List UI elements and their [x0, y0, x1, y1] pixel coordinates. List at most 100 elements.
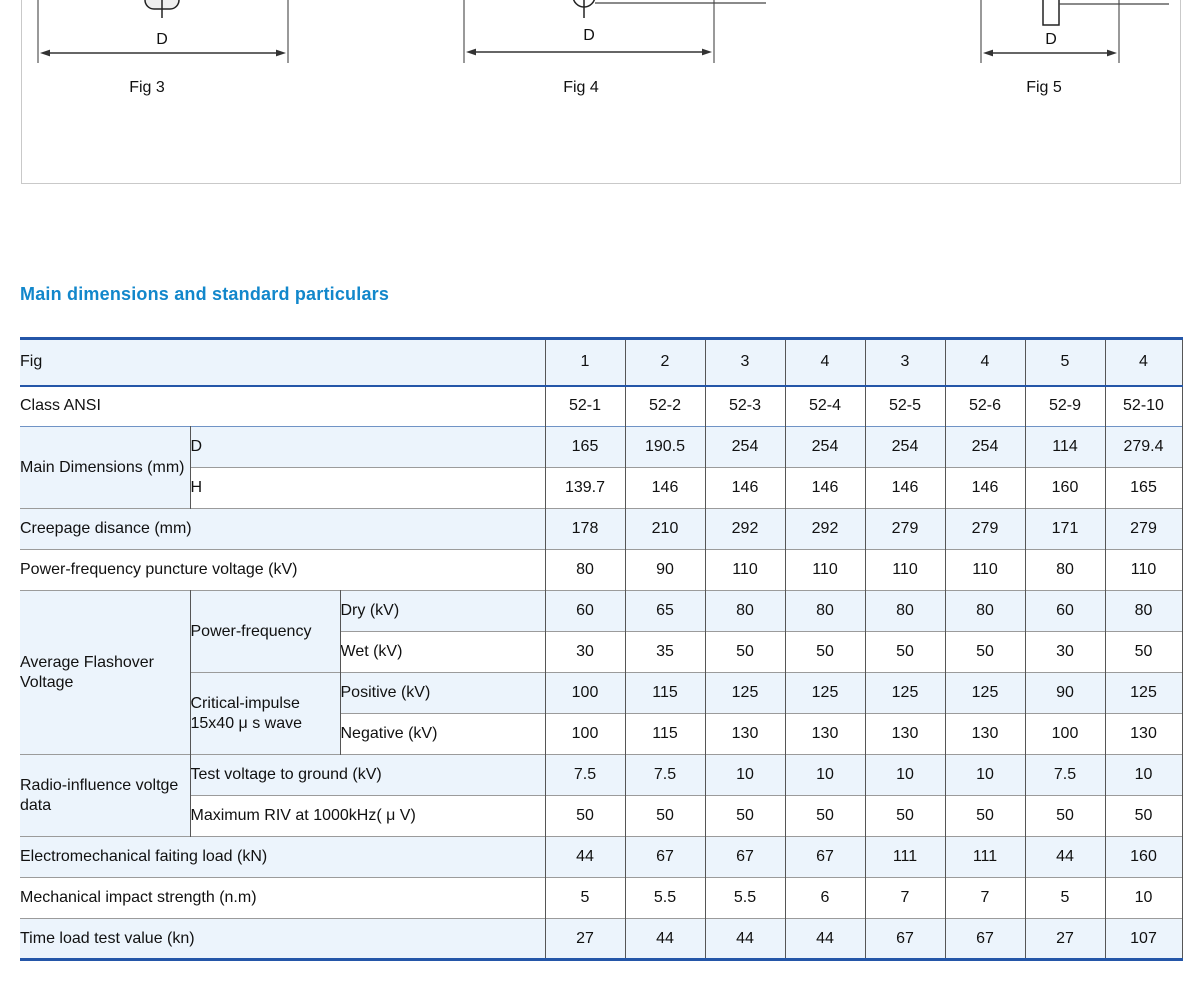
data-cell: 50: [945, 631, 1026, 673]
data-cell: 125: [1105, 672, 1183, 714]
data-cell: 44: [1025, 836, 1106, 878]
row-label-cell: Power-frequency puncture voltage (kV): [20, 549, 546, 591]
data-cell: 30: [545, 631, 626, 673]
data-cell: 111: [865, 836, 946, 878]
data-cell: 50: [785, 631, 866, 673]
data-cell: 125: [785, 672, 866, 714]
data-cell: 50: [705, 631, 786, 673]
data-cell: 279: [1105, 508, 1183, 550]
data-cell: 279: [865, 508, 946, 550]
data-cell: 125: [945, 672, 1026, 714]
data-cell: 279: [945, 508, 1026, 550]
row-label-cell: Wet (kV): [340, 631, 546, 673]
data-cell: 52-9: [1025, 384, 1106, 427]
row-label-cell: Test voltage to ground (kV): [190, 754, 546, 796]
row-label-cell: Fig: [20, 337, 546, 386]
data-cell: 10: [1105, 877, 1183, 919]
data-cell: 80: [1105, 590, 1183, 632]
row-label-cell: Negative (kV): [340, 713, 546, 755]
data-cell: 130: [865, 713, 946, 755]
row-label-cell: Positive (kV): [340, 672, 546, 714]
row-label-cell: Maximum RIV at 1000kHz( μ V): [190, 795, 546, 837]
data-cell: 90: [1025, 672, 1106, 714]
data-cell: 115: [625, 672, 706, 714]
data-cell: 107: [1105, 918, 1183, 960]
data-cell: 27: [545, 918, 626, 960]
data-cell: 146: [945, 467, 1026, 509]
data-cell: 10: [705, 754, 786, 796]
data-cell: 7.5: [545, 754, 626, 796]
data-cell: 50: [1105, 631, 1183, 673]
row-label-cell: Class ANSI: [20, 384, 546, 427]
data-cell: 5: [545, 877, 626, 919]
data-cell: 254: [945, 426, 1026, 468]
table-row-creepage: Creepage disance (mm) 178 210 292 292 279 279…: [20, 508, 1183, 550]
data-cell: 110: [1105, 549, 1183, 591]
data-cell: 50: [705, 795, 786, 837]
data-cell: 100: [545, 713, 626, 755]
data-cell: 114: [1025, 426, 1106, 468]
data-cell: 67: [625, 836, 706, 878]
row-label-cell: Creepage disance (mm): [20, 508, 546, 550]
data-cell: 110: [865, 549, 946, 591]
table-row-class-ansi: Class ANSI 52-1 52-2 52-3 52-4 52-5 52-6 52-9 5…: [20, 384, 1183, 427]
fig3-dim-label: D: [156, 31, 168, 48]
data-cell: 125: [705, 672, 786, 714]
table-row-riv-max: Maximum RIV at 1000kHz( μ V) 50 50 50 50 50 5…: [20, 795, 1183, 837]
data-cell: 60: [545, 590, 626, 632]
data-cell: 52-5: [865, 384, 946, 427]
fig5-drawing: [980, 0, 1120, 63]
data-cell: 165: [545, 426, 626, 468]
data-cell: 30: [1025, 631, 1106, 673]
data-cell: 50: [785, 795, 866, 837]
data-cell: 4: [945, 337, 1026, 386]
fig3-drawing: [37, 0, 289, 63]
fig4-dim-label: D: [583, 27, 595, 44]
data-cell: 1: [545, 337, 626, 386]
fig5-pin: [1042, 0, 1169, 26]
group-label-cell: Radio-influence voltge data: [20, 754, 191, 837]
data-cell: 50: [865, 795, 946, 837]
data-cell: 5: [1025, 877, 1106, 919]
data-cell: 2: [625, 337, 706, 386]
fig3-cap: [144, 0, 180, 18]
data-cell: 4: [1105, 337, 1183, 386]
data-cell: 67: [705, 836, 786, 878]
data-cell: 254: [865, 426, 946, 468]
data-cell: 44: [625, 918, 706, 960]
data-cell: 52-10: [1105, 384, 1183, 427]
data-cell: 130: [1105, 713, 1183, 755]
fig3-caption: Fig 3: [129, 79, 165, 96]
data-cell: 50: [865, 631, 946, 673]
data-cell: 115: [625, 713, 706, 755]
data-cell: 80: [545, 549, 626, 591]
data-cell: 50: [945, 795, 1026, 837]
data-cell: 190.5: [625, 426, 706, 468]
table-row-flashover-negative: Negative (kV) 100 115 130 130 130 130 100 130: [20, 713, 1183, 755]
data-cell: 10: [865, 754, 946, 796]
fig4-drawing: [463, 0, 715, 63]
data-cell: 80: [705, 590, 786, 632]
table-row-puncture-voltage: Power-frequency puncture voltage (kV) 80…: [20, 549, 1183, 591]
data-cell: 111: [945, 836, 1026, 878]
data-cell: 52-4: [785, 384, 866, 427]
table-row-electromechanical: Electromechanical faiting load (kN) 44 67…: [20, 836, 1183, 878]
data-cell: 44: [545, 836, 626, 878]
group-label-cell: Average Flashover Voltage: [20, 590, 191, 755]
data-cell: 110: [785, 549, 866, 591]
data-cell: 35: [625, 631, 706, 673]
data-cell: 254: [785, 426, 866, 468]
section-title: Main dimensions and standard particulars: [20, 284, 390, 304]
data-cell: 110: [945, 549, 1026, 591]
row-label-cell: Electromechanical faiting load (kN): [20, 836, 546, 878]
data-cell: 178: [545, 508, 626, 550]
data-cell: 6: [785, 877, 866, 919]
figure-drawings: [37, 0, 1169, 63]
data-cell: 292: [705, 508, 786, 550]
data-cell: 80: [1025, 549, 1106, 591]
table-row-time-load: Time load test value (kn) 27 44 44 44 67 67 27…: [20, 918, 1183, 960]
data-cell: 50: [545, 795, 626, 837]
